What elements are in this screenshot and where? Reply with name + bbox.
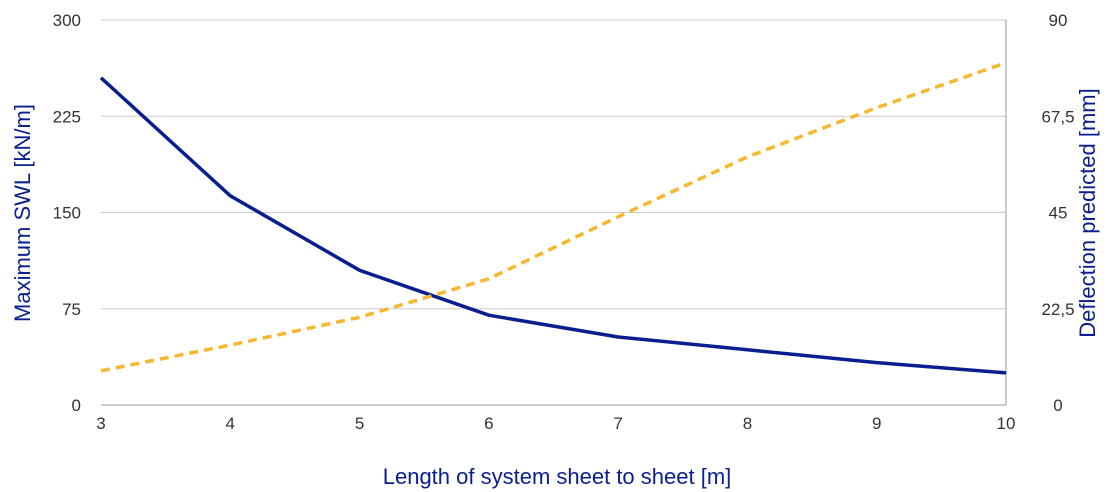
- left-y-axis-title: Maximum SWL [kN/m]: [10, 104, 35, 322]
- right-y-tick-label: 0: [1053, 396, 1062, 415]
- right-y-tick-label: 45: [1049, 204, 1068, 223]
- deflection-series-line: [100, 61, 1007, 373]
- left-y-tick-label: 150: [53, 204, 81, 223]
- left-y-tick-label: 75: [62, 300, 81, 319]
- right-y-tick-label: 22,5: [1041, 300, 1074, 319]
- x-tick-label: 8: [743, 414, 752, 433]
- x-tick-label: 4: [226, 414, 235, 433]
- left-y-tick-label: 300: [53, 11, 81, 30]
- left-y-tick-label: 0: [72, 396, 81, 415]
- left-y-tick-label: 225: [53, 107, 81, 126]
- x-axis-title: Length of system sheet to sheet [m]: [383, 464, 732, 489]
- swl-series-line: [99, 76, 1007, 375]
- right-y-axis-title: Deflection predicted [mm]: [1075, 88, 1100, 337]
- x-tick-label: 5: [355, 414, 364, 433]
- x-tick-label: 6: [484, 414, 493, 433]
- x-tick-label: 3: [96, 414, 105, 433]
- x-tick-label: 7: [613, 414, 622, 433]
- gridlines: [101, 19, 1006, 310]
- right-y-tick-label: 90: [1049, 11, 1068, 30]
- series-lines: [99, 61, 1007, 375]
- right-y-tick-label: 67,5: [1041, 107, 1074, 126]
- x-tick-label: 10: [997, 414, 1016, 433]
- axes: [101, 20, 1007, 406]
- x-tick-label: 9: [872, 414, 881, 433]
